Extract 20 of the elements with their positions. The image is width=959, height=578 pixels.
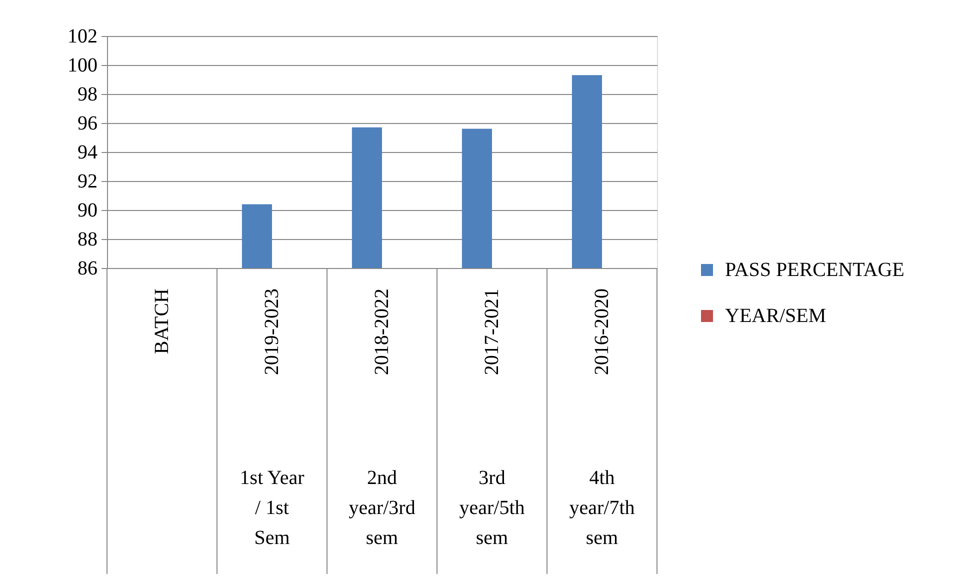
x-tick-label: 2017-2021: [481, 288, 503, 376]
y-tick-label: 96: [78, 112, 98, 134]
x-tick-label: 2019-2023: [261, 288, 283, 376]
legend-label: YEAR/SEM: [725, 305, 826, 327]
y-tick-label: 90: [78, 200, 98, 222]
y-tick-label: 92: [78, 170, 98, 192]
y-tick-label: 86: [78, 258, 98, 280]
legend-label: PASS PERCENTAGE: [725, 259, 904, 281]
x-tick-label: BATCH: [151, 288, 173, 354]
y-tick-label: 102: [68, 26, 98, 48]
text: 3rd year/5th sem: [459, 467, 525, 549]
x-tick-label: 2018-2022: [371, 288, 393, 376]
text: 4th year/7th sem: [569, 467, 635, 549]
y-tick-label: 98: [78, 84, 98, 106]
y-tick-label: 100: [68, 54, 98, 76]
text: 1st Year / 1st Sem: [240, 467, 305, 549]
y-tick-label: 88: [78, 228, 98, 250]
text: 2nd year/3rd sem: [348, 467, 416, 549]
x-tick-label: 2016-2020: [591, 288, 613, 376]
y-tick-label: 94: [78, 142, 98, 164]
